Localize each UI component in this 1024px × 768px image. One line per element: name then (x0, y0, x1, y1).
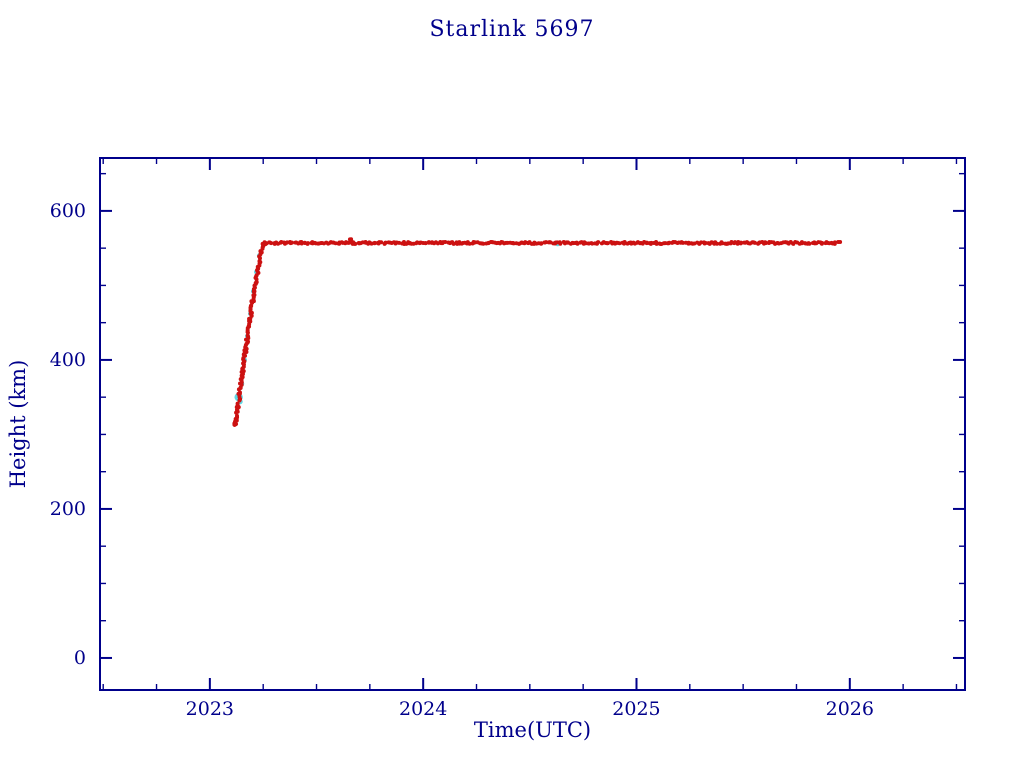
y-tick-label: 400 (50, 349, 86, 371)
x-tick-label: 2024 (399, 698, 447, 720)
y-tick-label: 200 (50, 498, 86, 520)
chart-title: Starlink 5697 (429, 17, 595, 42)
plot-frame (99, 157, 966, 691)
x-tick-label: 2025 (612, 698, 660, 720)
secondary-track-cyan (234, 241, 561, 405)
x-tick-label: 2023 (186, 698, 234, 720)
x-tick-label: 2026 (826, 698, 874, 720)
height-track-red (232, 237, 843, 427)
y-tick-label: 600 (50, 200, 86, 222)
x-axis-label: Time(UTC) (473, 718, 592, 742)
y-tick-label: 0 (74, 647, 86, 669)
y-axis-label: Height (km) (6, 359, 30, 489)
